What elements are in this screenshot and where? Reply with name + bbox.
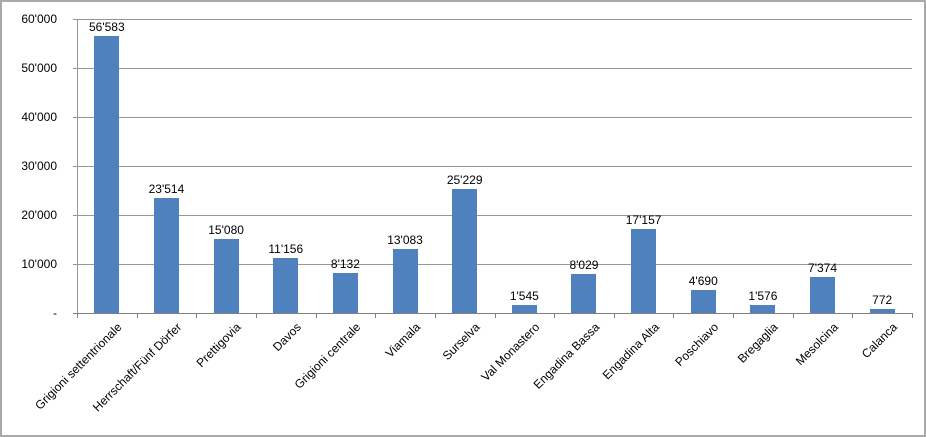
x-axis-tick: [494, 313, 496, 318]
bar-value-label: 8'029: [569, 257, 599, 272]
x-axis-tick: [196, 313, 198, 318]
x-axis-tick: [912, 313, 913, 318]
x-axis-category-label: Val Monastero: [478, 320, 543, 384]
bar: [810, 276, 836, 313]
gridline: [73, 117, 912, 118]
x-axis-tick: [613, 313, 615, 318]
gridline: [73, 19, 912, 20]
y-axis-tick-label: 50'000: [21, 61, 57, 75]
bar: [750, 305, 776, 313]
bar-value-label: 4'690: [688, 274, 718, 289]
x-axis-category-label: Engadina Alta: [599, 320, 662, 383]
y-axis-tick-label: 30'000: [21, 159, 57, 173]
x-axis-tick: [554, 313, 556, 318]
x-axis-category-label: Prettigovia: [194, 320, 245, 370]
bar: [511, 305, 537, 313]
bar: [452, 189, 478, 313]
y-axis-tick-label: 40'000: [21, 110, 57, 124]
bar-value-label: 23'514: [148, 181, 185, 196]
bar-value-label: 1'545: [509, 289, 539, 304]
bar-value-label: 772: [872, 293, 893, 308]
x-axis-category-label: Calanca: [859, 320, 901, 362]
x-axis-category-label: Viamala: [382, 320, 423, 361]
x-axis-tick: [792, 313, 794, 318]
bar-value-label: 17'157: [625, 212, 662, 227]
bar: [392, 248, 418, 313]
x-axis-tick: [673, 313, 675, 318]
bar-value-label: 15'080: [208, 223, 244, 238]
x-axis-category-label: Poschiavo: [672, 320, 722, 370]
bar: [332, 273, 358, 313]
x-axis-tick: [77, 313, 78, 318]
x-axis-tick: [375, 313, 377, 318]
bar: [273, 258, 299, 313]
x-axis-tick: [434, 313, 436, 318]
x-axis-category-label: Surselva: [439, 320, 483, 363]
y-axis-line: [77, 19, 78, 313]
bar-value-label: 8'132: [330, 257, 360, 272]
bar-value-label: 25'229: [446, 173, 483, 188]
x-axis-tick: [315, 313, 317, 318]
bar: [94, 35, 120, 313]
bar: [690, 290, 716, 313]
gridline: [73, 215, 912, 216]
bar: [631, 228, 657, 313]
x-axis-tick: [852, 313, 854, 318]
gridline: [73, 166, 912, 167]
x-axis-category-label: Davos: [269, 320, 304, 354]
x-axis-category-label: Bregaglia: [735, 320, 781, 366]
x-axis-category-label: Mesolcina: [792, 320, 841, 369]
y-axis-tick-label: 10'000: [21, 257, 57, 271]
bar: [153, 197, 179, 313]
bar: [571, 273, 597, 313]
x-axis-tick: [255, 313, 257, 318]
y-axis-tick-label: 60'000: [21, 12, 57, 26]
y-axis-tick-label: -: [53, 306, 57, 320]
bar: [213, 239, 239, 313]
y-axis-tick: [73, 313, 77, 314]
y-axis-tick-label: 20'000: [21, 208, 57, 222]
bar-value-label: 13'083: [387, 232, 423, 247]
bar-value-label: 1'576: [748, 289, 778, 304]
bar: [869, 309, 895, 313]
x-axis-tick: [733, 313, 735, 318]
bar-value-label: 56'583: [88, 19, 125, 34]
bar-value-label: 7'374: [808, 260, 838, 275]
bar-value-label: 11'156: [268, 242, 304, 257]
x-axis-tick: [136, 313, 138, 318]
gridline: [73, 264, 912, 265]
gridline: [73, 68, 912, 69]
